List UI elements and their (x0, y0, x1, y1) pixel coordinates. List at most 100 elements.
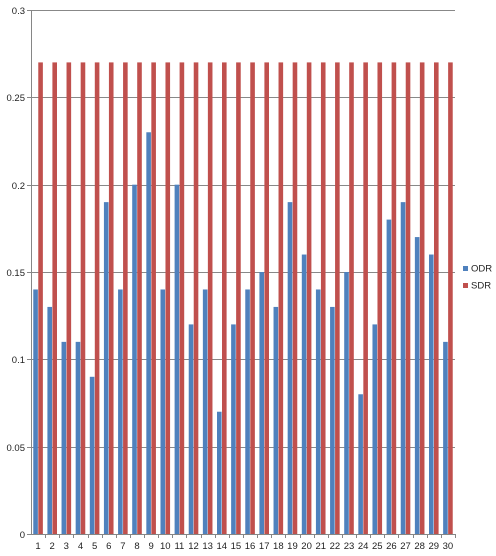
legend: ODR SDR (463, 264, 492, 292)
bar-sdr-20 (306, 62, 312, 535)
x-tick-label-22: 22 (330, 541, 341, 552)
bar-sdr-13 (207, 62, 213, 535)
bar-odr-2 (47, 306, 52, 534)
bar-sdr-8 (137, 62, 142, 535)
x-tick-label-29: 29 (429, 541, 440, 552)
bar-sdr-14 (222, 62, 227, 535)
bars (33, 62, 453, 535)
x-tick-labels: 1 2 3 4 5 6 7 8 9 10 11 12 13 14 15 16 17 18 19 20 21 22 23 24 2… (35, 541, 453, 552)
bar-sdr-5 (94, 62, 100, 535)
x-tick-label-2: 2 (50, 541, 55, 552)
bar-odr-7 (118, 289, 123, 534)
x-tick-label-9: 9 (148, 541, 153, 552)
x-tick-label-13: 13 (202, 541, 213, 552)
bar-sdr-3 (66, 62, 72, 535)
bar-sdr-17 (264, 62, 269, 535)
x-tick-label-16: 16 (245, 541, 256, 552)
x-tick-label-14: 14 (217, 541, 228, 552)
bar-odr-26 (386, 219, 392, 534)
bar-sdr-30 (448, 62, 453, 535)
x-tick-label-26: 26 (386, 541, 397, 552)
bar-sdr-4 (80, 62, 86, 535)
y-tick-label-1: 0.05 (7, 443, 26, 454)
bar-sdr-15 (236, 62, 241, 535)
x-tick-label-18: 18 (273, 541, 284, 552)
x-tick-label-17: 17 (259, 541, 270, 552)
x-tick-label-8: 8 (134, 541, 139, 552)
x-tick-label-5: 5 (92, 541, 97, 552)
bar-odr-19 (287, 202, 293, 534)
bar-odr-18 (273, 306, 279, 534)
bar-sdr-1 (38, 62, 43, 535)
bar-odr-17 (259, 272, 264, 534)
x-tick-label-19: 19 (287, 541, 298, 552)
gridlines (31, 10, 455, 448)
bar-odr-20 (301, 254, 307, 534)
bar-odr-29 (429, 254, 434, 534)
x-tick-label-6: 6 (106, 541, 111, 552)
x-tick-label-11: 11 (174, 541, 184, 552)
bar-sdr-28 (419, 62, 425, 535)
bar-odr-27 (400, 202, 406, 534)
bar-sdr-29 (434, 62, 439, 535)
bar-odr-24 (358, 394, 363, 534)
x-tick-label-12: 12 (188, 541, 199, 552)
y-tick-label-2: 0.1 (12, 355, 25, 366)
bar-odr-13 (202, 289, 208, 534)
bar-odr-22 (330, 306, 335, 534)
bar-sdr-10 (165, 62, 171, 535)
legend-swatch-odr (463, 266, 468, 271)
bar-odr-25 (372, 324, 378, 534)
bar-sdr-12 (193, 62, 199, 535)
legend-label-odr: ODR (471, 264, 492, 275)
legend-swatch-sdr (463, 283, 468, 288)
x-tick-label-25: 25 (372, 541, 383, 552)
x-tick-label-4: 4 (78, 541, 83, 552)
x-tick-label-27: 27 (400, 541, 411, 552)
bar-odr-21 (315, 289, 321, 534)
bar-odr-23 (344, 272, 349, 534)
bar-sdr-9 (151, 62, 156, 535)
bar-sdr-16 (250, 62, 255, 535)
x-tick-label-3: 3 (64, 541, 69, 552)
bar-odr-9 (146, 132, 151, 534)
x-tick-label-1: 1 (35, 541, 40, 552)
bar-odr-30 (443, 341, 448, 534)
bar-sdr-27 (405, 62, 411, 535)
bar-odr-15 (231, 324, 236, 534)
bar-sdr-2 (52, 62, 57, 535)
bar-odr-10 (160, 289, 166, 534)
y-tick-label-4: 0.2 (12, 181, 25, 192)
bar-sdr-21 (320, 62, 326, 535)
bar-odr-16 (245, 289, 250, 534)
bar-sdr-23 (349, 62, 354, 535)
bar-odr-28 (414, 237, 420, 534)
bar-sdr-7 (123, 62, 128, 535)
bar-odr-8 (132, 184, 137, 535)
axes (27, 10, 456, 538)
x-tick-label-28: 28 (414, 541, 425, 552)
bar-odr-12 (188, 324, 194, 534)
bar-sdr-6 (108, 62, 114, 535)
bar-sdr-25 (377, 62, 383, 535)
bar-odr-11 (174, 184, 180, 535)
x-tick-label-24: 24 (358, 541, 369, 552)
x-tick-label-15: 15 (231, 541, 242, 552)
y-tick-label-3: 0.15 (7, 268, 26, 279)
bar-odr-4 (75, 341, 81, 534)
x-tick-label-21: 21 (315, 541, 326, 552)
bar-sdr-11 (179, 62, 185, 535)
bar-sdr-26 (391, 62, 397, 535)
x-tick-label-30: 30 (443, 541, 454, 552)
y-tick-label-6: 0.3 (12, 6, 25, 17)
x-tick-label-20: 20 (301, 541, 312, 552)
x-tick-label-7: 7 (120, 541, 125, 552)
x-tick-label-23: 23 (344, 541, 355, 552)
legend-label-sdr: SDR (471, 281, 491, 292)
bar-sdr-24 (363, 62, 368, 535)
bar-odr-3 (61, 341, 67, 534)
y-tick-label-5: 0.25 (7, 93, 26, 104)
bar-odr-5 (89, 376, 95, 534)
bar-sdr-19 (292, 62, 298, 535)
